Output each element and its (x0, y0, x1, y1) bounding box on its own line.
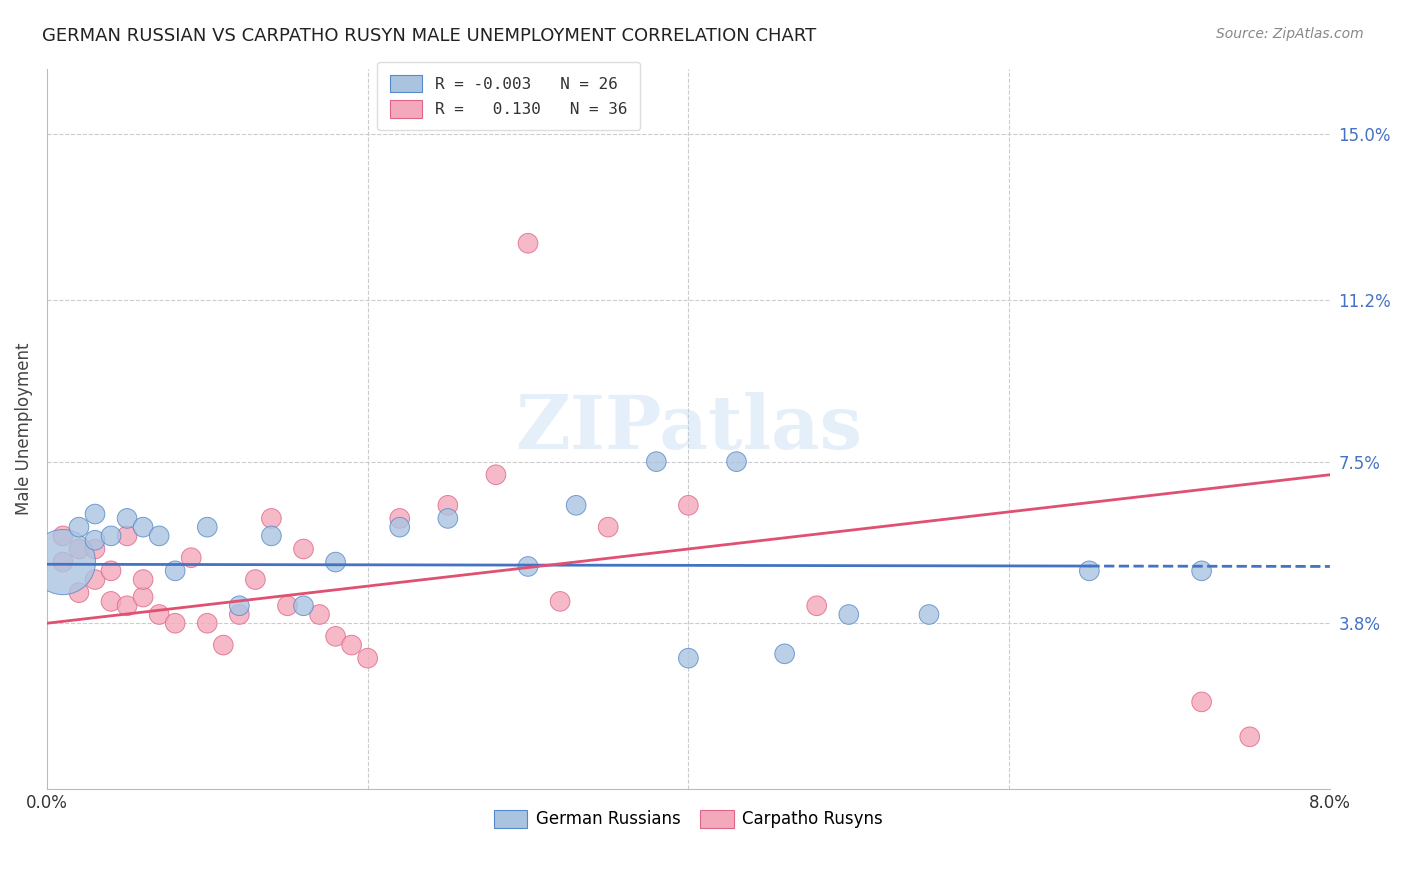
Point (678, 498, 700, 512)
Point (437, 511, 460, 525)
Point (806, 599, 828, 613)
Text: ZIPatlas: ZIPatlas (515, 392, 862, 466)
Point (52, 555, 75, 569)
Point (388, 520, 411, 534)
Point (292, 599, 315, 613)
Point (212, 638, 235, 652)
Point (132, 573, 155, 587)
Point (678, 651, 700, 665)
Point (598, 520, 620, 534)
Point (148, 529, 170, 543)
Point (645, 455, 668, 469)
Point (517, 559, 540, 574)
Y-axis label: Male Unemployment: Male Unemployment (15, 343, 32, 515)
Point (260, 529, 283, 543)
Point (228, 607, 250, 622)
Point (1078, 564, 1101, 578)
Point (84, 533, 107, 548)
Point (292, 541, 315, 556)
Point (276, 599, 298, 613)
Point (838, 607, 860, 622)
Point (437, 498, 460, 512)
Point (115, 511, 138, 525)
Point (228, 599, 250, 613)
Point (548, 594, 571, 608)
Point (115, 529, 138, 543)
Point (100, 529, 122, 543)
Point (132, 520, 155, 534)
Point (67, 520, 90, 534)
Point (84, 507, 107, 521)
Point (115, 599, 138, 613)
Point (1191, 564, 1213, 578)
Point (1239, 730, 1261, 744)
Point (388, 511, 411, 525)
Text: GERMAN RUSSIAN VS CARPATHO RUSYN MALE UNEMPLOYMENT CORRELATION CHART: GERMAN RUSSIAN VS CARPATHO RUSYN MALE UN… (42, 27, 817, 45)
Point (100, 564, 122, 578)
Point (725, 455, 748, 469)
Point (260, 511, 283, 525)
Point (67, 585, 90, 599)
Legend: German Russians, Carpatho Rusyns: German Russians, Carpatho Rusyns (488, 803, 890, 835)
Point (100, 594, 122, 608)
Point (485, 467, 508, 482)
Point (52, 555, 75, 569)
Point (340, 638, 363, 652)
Point (195, 520, 218, 534)
Point (918, 607, 941, 622)
Point (517, 236, 540, 251)
Point (565, 498, 588, 512)
Point (245, 573, 267, 587)
Point (180, 550, 202, 565)
Point (52, 529, 75, 543)
Point (84, 541, 107, 556)
Point (132, 590, 155, 604)
Point (165, 616, 187, 631)
Point (308, 607, 330, 622)
Text: Source: ZipAtlas.com: Source: ZipAtlas.com (1216, 27, 1364, 41)
Point (67, 541, 90, 556)
Point (356, 651, 378, 665)
Point (1191, 695, 1213, 709)
Point (84, 573, 107, 587)
Point (165, 564, 187, 578)
Point (325, 555, 347, 569)
Point (148, 607, 170, 622)
Point (325, 629, 347, 643)
Point (773, 647, 796, 661)
Point (195, 616, 218, 631)
